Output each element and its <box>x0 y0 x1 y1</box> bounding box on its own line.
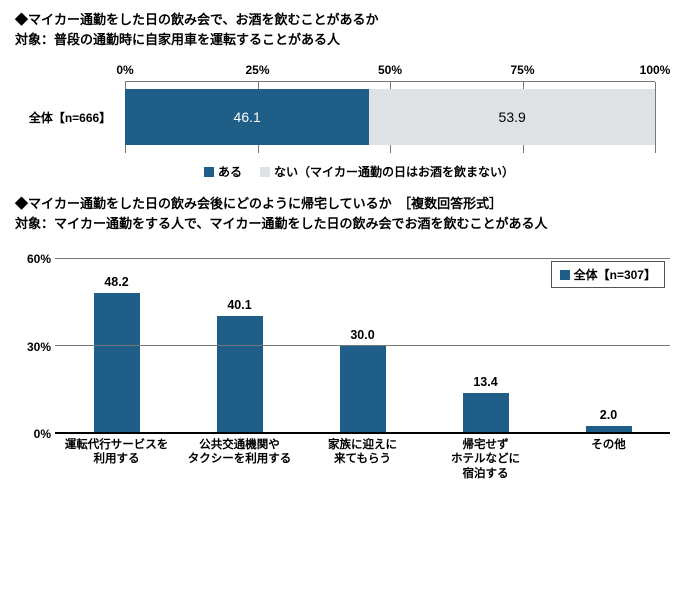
chart2-bar-cell: 40.1 <box>178 259 301 432</box>
chart1-axis-tick: 25% <box>245 63 269 77</box>
chart1-row-label: 全体【n=666】 <box>15 109 125 126</box>
chart2-bar-value: 40.1 <box>178 298 301 312</box>
chart2-x-label: 運転代行サービスを 利用する <box>55 434 178 474</box>
chart1-legend: あるない（マイカー通勤の日はお酒を飲まない） <box>15 163 685 180</box>
chart1-axis-tick: 75% <box>510 63 534 77</box>
chart2-bar-value: 30.0 <box>301 328 424 342</box>
chart2-bar <box>586 426 632 432</box>
chart1-row: 全体【n=666】 46.153.9 <box>15 81 685 153</box>
chart2-container: 0% 30% 60% 48.240.1 30.0 13.4 2.0 運転代行サービスを 利… <box>15 239 685 474</box>
chart2-title-line2: 対象：マイカー通勤をする人で、マイカー通勤をした日の飲み会でお酒を飲むことがある… <box>15 214 685 234</box>
chart2-legend: 全体【n=307】 <box>551 261 665 288</box>
chart2-y-tick: 0% <box>15 427 51 441</box>
chart2-title-line1: ◆マイカー通勤をした日の飲み会後にどのように帰宅しているか ［複数回答形式］ <box>15 194 685 214</box>
chart1-axis-tick: 0% <box>116 63 133 77</box>
legend-swatch <box>260 167 270 177</box>
chart2-x-label: 帰宅せず ホテルなどに 宿泊する <box>424 434 547 474</box>
chart2-bar <box>340 346 386 433</box>
chart1-title-line1: ◆マイカー通勤をした日の飲み会で、お酒を飲むことがあるか <box>15 10 685 30</box>
chart1-segment: 53.9 <box>369 89 655 145</box>
chart1-stacked-bar: 46.153.9 <box>125 89 655 145</box>
chart2-bar-cell: 48.2 <box>55 259 178 432</box>
chart2-bar-value: 13.4 <box>424 375 547 389</box>
chart2-bar <box>217 316 263 432</box>
chart2-x-label: その他 <box>547 434 670 474</box>
legend-swatch <box>204 167 214 177</box>
chart2-y-tick: 30% <box>15 340 51 354</box>
chart2-bar-value: 2.0 <box>547 408 670 422</box>
chart2-bar-value: 48.2 <box>55 275 178 289</box>
chart1-x-axis: 0%25%50%75%100% <box>125 63 655 81</box>
chart1-segment: 46.1 <box>125 89 369 145</box>
chart2-bar <box>94 293 140 432</box>
chart1-axis-tick: 100% <box>640 63 671 77</box>
chart2-x-label: 家族に迎えに 来てもらう <box>301 434 424 474</box>
chart2-bar <box>463 393 509 432</box>
legend-swatch <box>560 270 570 280</box>
chart2-x-label: 公共交通機関や タクシーを利用する <box>178 434 301 474</box>
chart1-title-line2: 対象：普段の通勤時に自家用車を運転することがある人 <box>15 30 685 50</box>
chart2-y-tick: 60% <box>15 252 51 266</box>
chart2-bar-cell: 30.0 <box>301 259 424 432</box>
chart1-axis-tick: 50% <box>378 63 402 77</box>
chart2-bar-cell: 13.4 <box>424 259 547 432</box>
chart2-x-labels: 運転代行サービスを 利用する公共交通機関や タクシーを利用する家族に迎えに 来て… <box>55 434 670 474</box>
